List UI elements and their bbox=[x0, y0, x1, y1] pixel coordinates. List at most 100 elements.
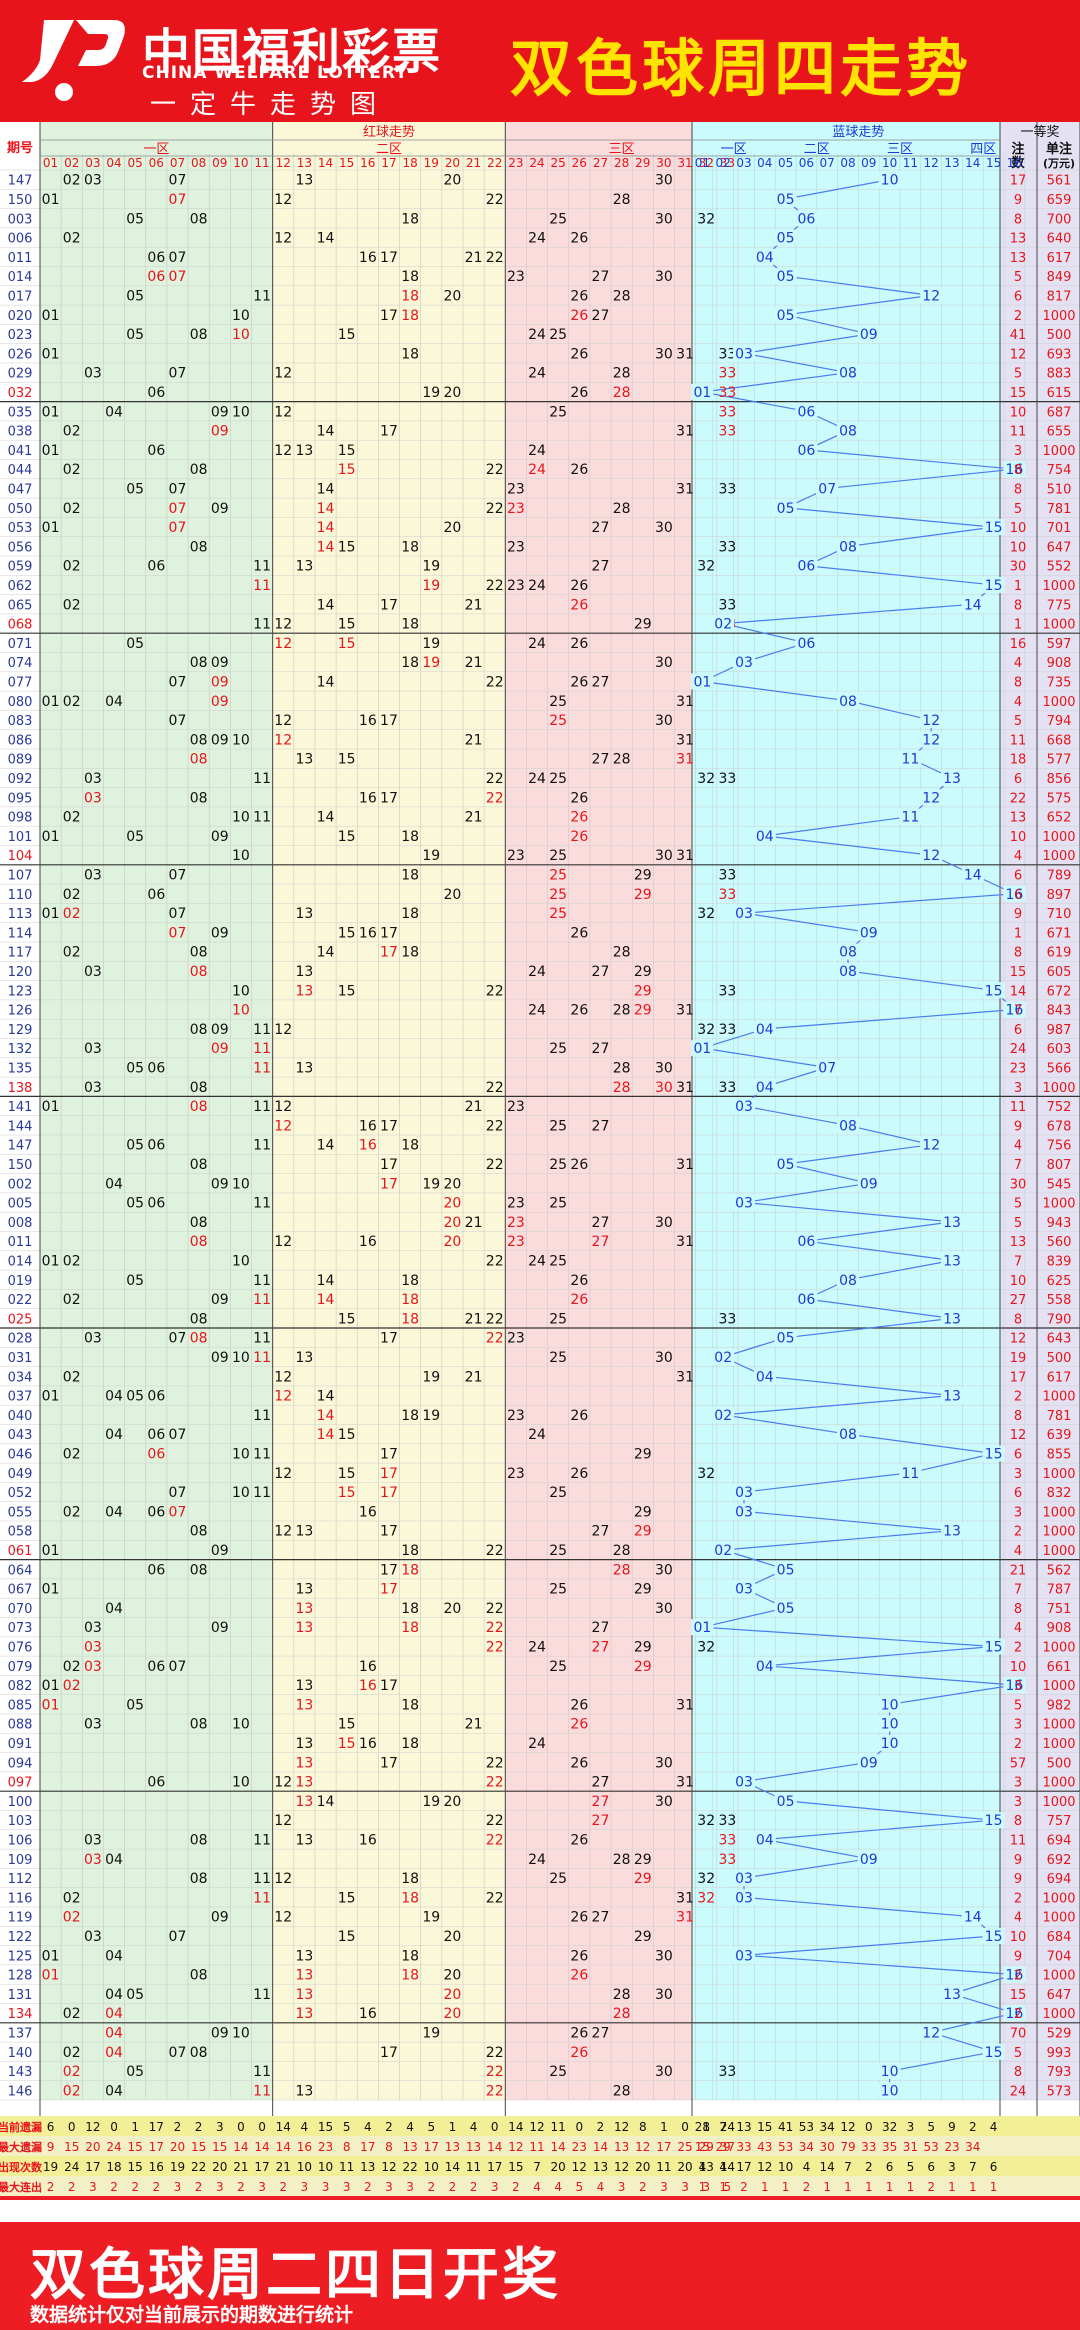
red-ball-value: 18 bbox=[401, 945, 419, 961]
blue-ball-bg bbox=[712, 1406, 735, 1423]
red-ball-value: 13 bbox=[295, 1736, 313, 1752]
red-ball-value: 04 bbox=[105, 1176, 123, 1192]
red-ball-value: 28 bbox=[613, 1060, 631, 1076]
red-ball-value: 03 bbox=[84, 1717, 102, 1733]
red-ball-value: 02 bbox=[63, 231, 81, 247]
red-ball-value: 15 bbox=[338, 752, 356, 768]
stats-value: 1 bbox=[782, 2180, 790, 2194]
red-ball-value: 19 bbox=[422, 636, 440, 652]
red-ball-value: 33 bbox=[718, 481, 736, 497]
prize-amount-value: 794 bbox=[1047, 714, 1072, 729]
red-ball-value: 21 bbox=[465, 655, 483, 671]
red-ball-value: 24 bbox=[528, 327, 546, 343]
prize-amount-value: 659 bbox=[1047, 193, 1072, 208]
blue-ball-value: 08 bbox=[839, 1427, 857, 1443]
prize-count-value: 3 bbox=[1014, 1718, 1022, 1733]
red-ball-value: 26 bbox=[570, 231, 588, 247]
red-ball-value: 25 bbox=[549, 2064, 567, 2080]
red-ball-value: 17 bbox=[380, 713, 398, 729]
blue-ball-value: 15 bbox=[985, 983, 1003, 999]
stats-value: 2 bbox=[195, 2120, 203, 2134]
red-ball-value: 24 bbox=[528, 1427, 546, 1443]
red-ball-value: 31 bbox=[676, 1157, 694, 1173]
blue-ball-value: 13 bbox=[943, 1524, 961, 1540]
prize-area-bg bbox=[1000, 122, 1080, 2100]
red-ball-value: 02 bbox=[63, 1678, 81, 1694]
red-ball-value: 14 bbox=[317, 674, 335, 690]
red-ball-value: 17 bbox=[380, 597, 398, 613]
blue-ball-header: 06 bbox=[799, 156, 814, 170]
red-ball-value: 13 bbox=[295, 1948, 313, 1964]
period-label: 132 bbox=[8, 1042, 33, 1057]
stats-value: 2 bbox=[969, 2120, 977, 2134]
stats-value: 7 bbox=[844, 2160, 852, 2174]
red-ball-value: 14 bbox=[317, 1292, 335, 1308]
red-ball-value: 05 bbox=[126, 1697, 144, 1713]
stats-value: 3 bbox=[660, 2180, 668, 2194]
prize-count-value: 2 bbox=[1014, 309, 1022, 324]
red-ball-value: 12 bbox=[274, 404, 292, 420]
blue-ball-value: 08 bbox=[839, 694, 857, 710]
blue-ball-bg bbox=[753, 1657, 776, 1674]
red-ball-value: 19 bbox=[422, 385, 440, 401]
period-label: 143 bbox=[8, 2065, 33, 2080]
red-ball-value: 31 bbox=[676, 848, 694, 864]
prize-count-value: 14 bbox=[1010, 984, 1027, 999]
prize-amount-value: 1000 bbox=[1042, 1795, 1075, 1810]
period-label: 028 bbox=[8, 1332, 33, 1347]
prize-count-value: 24 bbox=[1010, 2084, 1027, 2099]
prize-count-value: 8 bbox=[1014, 1409, 1022, 1424]
red-ball-value: 30 bbox=[655, 1562, 673, 1578]
red-ball-value: 02 bbox=[63, 559, 81, 575]
prize-count-value: 3 bbox=[1014, 444, 1022, 459]
red-ball-value: 33 bbox=[718, 1813, 736, 1829]
blue-ball-bg bbox=[837, 538, 859, 555]
stats-value: 6 bbox=[47, 2120, 55, 2134]
blue-ball-bg bbox=[899, 808, 922, 825]
red-ball-value: 07 bbox=[169, 173, 187, 189]
red-ball-value: 27 bbox=[592, 559, 610, 575]
red-ball-value: 26 bbox=[570, 810, 588, 826]
red-ball-value: 17 bbox=[380, 308, 398, 324]
red-ball-value: 25 bbox=[549, 694, 567, 710]
prize-count-value: 5 bbox=[1014, 270, 1022, 285]
blue-ball-bg bbox=[691, 1619, 714, 1636]
red-ball-value: 18 bbox=[401, 1562, 419, 1578]
red-ball-value: 06 bbox=[147, 250, 165, 266]
period-label: 089 bbox=[8, 753, 33, 768]
red-ball-value: 21 bbox=[465, 1369, 483, 1385]
prize-amount-value: 640 bbox=[1047, 232, 1072, 247]
stats-value: 2 bbox=[153, 2180, 161, 2194]
stats-value: 43 bbox=[757, 2140, 772, 2154]
blue-ball-value: 10 bbox=[881, 1697, 899, 1713]
blue-ball-bg bbox=[982, 1927, 1005, 1944]
blue-ball-value: 09 bbox=[860, 1176, 878, 1192]
period-label: 011 bbox=[8, 1235, 33, 1250]
blue-ball-value: 10 bbox=[881, 2064, 899, 2080]
red-ball-value: 03 bbox=[84, 1832, 102, 1848]
red-ball-value: 12 bbox=[274, 1234, 292, 1250]
red-ball-value: 15 bbox=[338, 1311, 356, 1327]
red-ball-value: 18 bbox=[401, 829, 419, 845]
red-ball-value: 09 bbox=[211, 694, 229, 710]
stats-value: 17 bbox=[149, 2120, 164, 2134]
red-ball-value: 18 bbox=[401, 1890, 419, 1906]
period-label: 128 bbox=[8, 1969, 33, 1984]
red-ball-value: 31 bbox=[676, 1003, 694, 1019]
red-ball-value: 29 bbox=[634, 1659, 652, 1675]
period-label: 008 bbox=[8, 1216, 33, 1231]
red-ball-value: 05 bbox=[126, 1987, 144, 2003]
red-ball-value: 22 bbox=[486, 1890, 504, 1906]
stats-value: 17 bbox=[736, 2160, 751, 2174]
prize-count-value: 2 bbox=[1014, 1525, 1022, 1540]
stats-value: 14 bbox=[508, 2120, 523, 2134]
stats-value: 16 bbox=[149, 2160, 164, 2174]
period-label: 112 bbox=[8, 1872, 33, 1887]
period-label: 050 bbox=[8, 502, 33, 517]
red-ball-value: 20 bbox=[444, 385, 462, 401]
prize-count-value: 6 bbox=[1014, 1023, 1022, 1038]
stats-value: 12 bbox=[635, 2140, 650, 2154]
red-ball-value: 27 bbox=[592, 1813, 610, 1829]
red-ball-value: 10 bbox=[232, 327, 250, 343]
stats-value: 12 bbox=[614, 2120, 629, 2134]
